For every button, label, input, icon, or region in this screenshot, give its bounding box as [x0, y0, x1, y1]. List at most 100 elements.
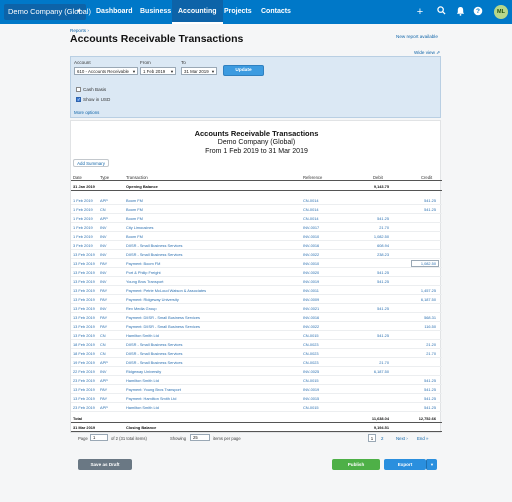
cell-transaction[interactable]: DIISR - Small Business Services [126, 243, 183, 248]
notification-bell-icon[interactable] [454, 6, 466, 18]
cell-credit[interactable]: 541.25 [424, 387, 436, 392]
cell-credit[interactable]: 1,457.25 [420, 288, 436, 293]
cell-credit[interactable]: 541.25 [424, 207, 436, 212]
cell-date: 13 Feb 2019 [73, 279, 95, 284]
column-header-date[interactable]: Date [73, 175, 82, 180]
from-date-field[interactable]: 1 Feb 2019 ▼ [140, 67, 176, 75]
publish-button[interactable]: Publish [332, 459, 380, 470]
cell-transaction[interactable]: Hamilton Smith Ltd [126, 333, 159, 338]
nav-business[interactable]: Business [140, 8, 172, 15]
cell-reference: INV-0022 [303, 252, 320, 257]
cash-basis-checkbox[interactable] [76, 87, 81, 92]
cell-transaction[interactable]: Hamilton Smith Ltd [126, 405, 159, 410]
report-company: Demo Company (Global) [217, 139, 296, 146]
cell-credit[interactable]: 541.25 [424, 396, 436, 401]
cell-transaction[interactable]: DIISR - Small Business Services [126, 342, 183, 347]
cell-transaction[interactable]: Boom FM [126, 234, 143, 239]
user-avatar[interactable]: ML [494, 5, 508, 19]
breadcrumb[interactable]: Reports › [70, 28, 89, 33]
cell-debit[interactable]: 541.25 [377, 279, 389, 284]
cell-transaction[interactable]: Payment: DIISR - Small Business Services [126, 315, 200, 320]
cell-transaction[interactable]: Port & Philip Freight [126, 270, 161, 275]
column-header-reference[interactable]: Reference [303, 175, 323, 180]
cell-credit[interactable]: 21.20 [426, 342, 436, 347]
show-in-usd-checkbox[interactable] [76, 97, 81, 103]
cell-reference: INV-0022 [303, 324, 320, 329]
more-options-link[interactable]: More options [74, 110, 100, 115]
nav-dashboard[interactable]: Dashboard [96, 8, 133, 15]
cell-transaction[interactable]: Boom FM [126, 198, 143, 203]
cell-debit[interactable]: 608.94 [377, 243, 389, 248]
help-icon[interactable]: ? [472, 6, 484, 18]
nav-accounting[interactable]: Accounting [172, 0, 223, 24]
page-link-2[interactable]: 2 [381, 436, 384, 441]
cell-transaction[interactable]: Payment: Ridgeway University [126, 297, 179, 302]
new-report-link[interactable]: New report available [396, 34, 438, 39]
cell-transaction[interactable]: Payment: Petrie McLoud Watson & Associat… [126, 288, 207, 293]
cell-type: PAY [100, 315, 108, 320]
cell-credit[interactable]: 6,187.50 [420, 297, 436, 302]
cell-debit[interactable]: 541.25 [377, 216, 389, 221]
items-per-page-select[interactable]: 25 [190, 434, 210, 441]
column-header-credit[interactable]: Credit [421, 175, 433, 180]
column-header-transaction[interactable]: Transaction [126, 175, 148, 180]
to-date-field[interactable]: 31 Mar 2019 ▼ [181, 67, 217, 75]
next-page-link[interactable]: Next › [396, 436, 408, 441]
cell-transaction[interactable]: Payment: Hamilton Smith Ltd [126, 396, 177, 401]
table-row: 13 Feb 2019 PAY Payment: Hamilton Smith Lt… [71, 394, 442, 403]
cell-transaction[interactable]: Young Bros Transport [126, 279, 164, 284]
cell-transaction: Opening Balance [126, 184, 158, 189]
cell-date: 1 Feb 2019 [73, 225, 93, 230]
search-icon[interactable] [435, 6, 447, 18]
cell-credit[interactable]: 541.25 [424, 378, 436, 383]
nav-projects[interactable]: Projects [224, 8, 252, 15]
end-page-link[interactable]: End » [417, 436, 429, 441]
cell-transaction[interactable]: Payment: Boom FM [126, 261, 161, 266]
cell-transaction[interactable]: Payment: Young Bros Transport [126, 387, 181, 392]
export-dropdown-chevron-icon[interactable]: ▼ [426, 459, 437, 470]
cell-transaction[interactable]: Hamilton Smith Ltd [126, 378, 159, 383]
cell-debit[interactable]: 21.70 [379, 360, 389, 365]
cell-credit[interactable]: 21.70 [426, 351, 436, 356]
add-icon[interactable]: + [416, 6, 424, 18]
cell-debit[interactable]: 1,082.50 [373, 234, 389, 239]
cell-transaction[interactable]: Boom FM [126, 216, 143, 221]
cell-debit[interactable]: 21.70 [379, 225, 389, 230]
organisation-switcher[interactable]: Demo Company (Global) ▼ [4, 4, 91, 20]
export-button[interactable]: Export [384, 459, 426, 470]
cell-credit[interactable]: 1,082.50 [420, 261, 436, 266]
nav-contacts[interactable]: Contacts [261, 8, 291, 15]
wide-view-link[interactable]: Wide view ⇗ [414, 50, 441, 55]
page-number-select[interactable]: 1 [90, 434, 108, 441]
save-as-draft-button[interactable]: Save as Draft [78, 459, 132, 470]
cell-transaction[interactable]: Rex Media Group [126, 306, 157, 311]
cell-reference: INV-0016 [303, 315, 320, 320]
add-summary-button[interactable]: Add Summary [73, 159, 109, 167]
cell-credit[interactable]: 541.25 [424, 405, 436, 410]
page-link-1[interactable]: 1 [368, 434, 376, 442]
cell-credit[interactable]: 116.50 [424, 324, 436, 329]
cell-debit[interactable]: 238.23 [377, 252, 389, 257]
cell-credit[interactable]: 541.25 [424, 198, 436, 203]
cell-transaction[interactable]: Payment: DIISR - Small Business Services [126, 324, 200, 329]
cell-reference: CN-0014 [303, 198, 319, 203]
column-header-debit[interactable]: Debit [373, 175, 383, 180]
cell-debit[interactable]: 541.25 [377, 270, 389, 275]
table-row: 13 Feb 2019 PAY Payment: Boom FM INV-0010 1,… [71, 259, 442, 268]
update-button[interactable]: Update [223, 65, 264, 76]
cell-credit[interactable]: 568.31 [424, 315, 436, 320]
table-row: 13 Feb 2019 PAY Payment: DIISR - Small Bus… [71, 322, 442, 331]
cell-debit[interactable]: 541.25 [377, 333, 389, 338]
cell-transaction[interactable]: Boom FM [126, 207, 143, 212]
credit-edit-field[interactable] [411, 260, 439, 267]
cell-transaction[interactable]: Ridgeway University [126, 369, 162, 374]
cell-transaction[interactable]: DIISR - Small Business Services [126, 360, 183, 365]
cell-debit[interactable]: 541.25 [377, 306, 389, 311]
table-row: 23 Feb 2019 APP Hamilton Smith Ltd CN-0015 5… [71, 403, 442, 412]
cell-transaction[interactable]: DIISR - Small Business Services [126, 252, 183, 257]
column-header-type[interactable]: Type [100, 175, 110, 180]
cell-transaction[interactable]: DIISR - Small Business Services [126, 351, 183, 356]
cell-transaction[interactable]: City Limousines [126, 225, 154, 230]
cell-debit[interactable]: 6,187.50 [373, 369, 389, 374]
account-select[interactable]: 610 - Accounts Receivable ▼ [74, 67, 138, 75]
